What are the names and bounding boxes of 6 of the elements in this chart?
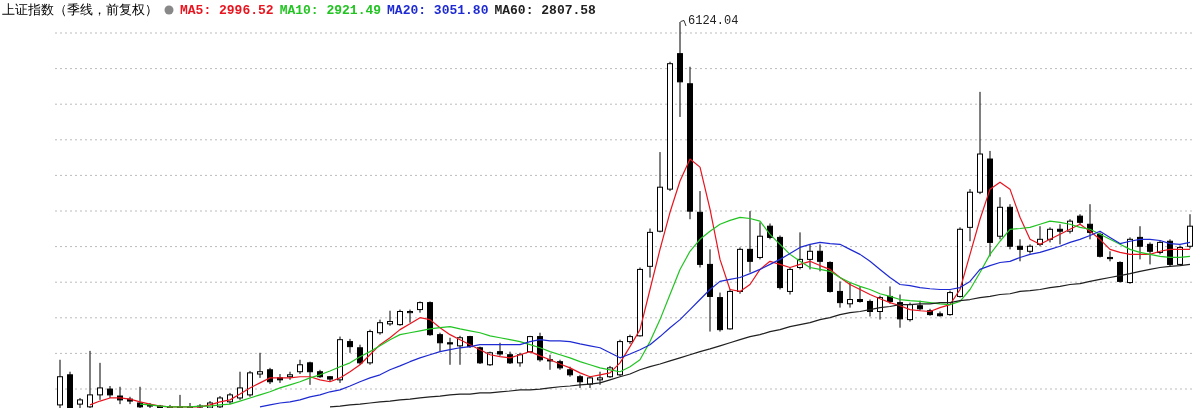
chart-title: 上证指数（季线，前复权） <box>2 1 158 19</box>
text: MA60: 2807.58 <box>494 2 596 18</box>
text: MA10: 2921.49 <box>279 2 382 18</box>
text: MA5: 2996.52 <box>180 2 274 18</box>
text: MA20: 3051.80 <box>387 2 489 18</box>
annotation: 6124.04 <box>688 14 739 28</box>
